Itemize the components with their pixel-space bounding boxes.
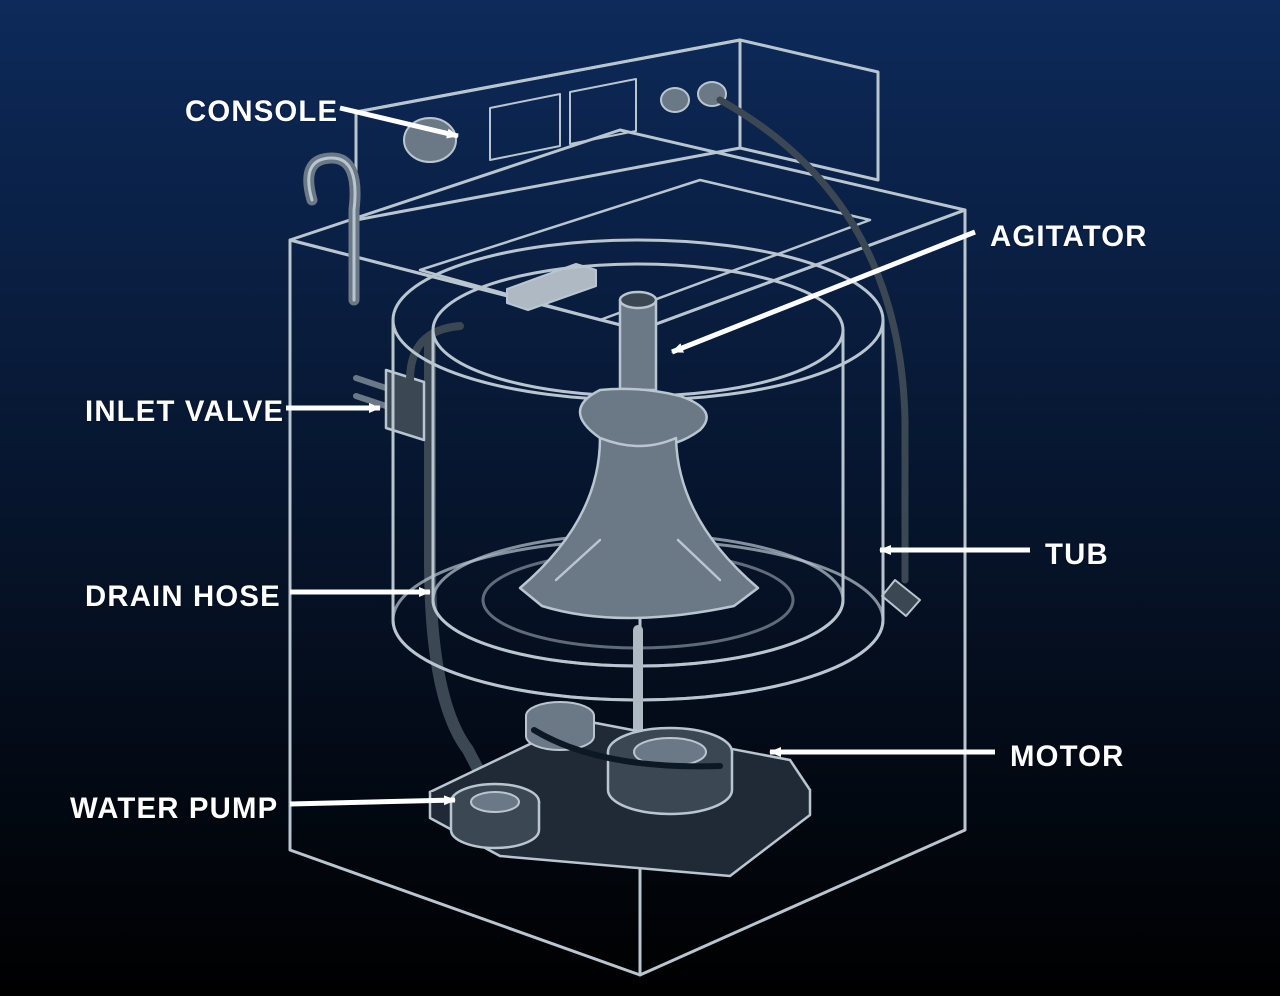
- label-motor: MOTOR: [1010, 740, 1125, 774]
- motor: [608, 728, 732, 814]
- label-agitator: AGITATOR: [990, 220, 1148, 254]
- label-tub: TUB: [1045, 538, 1109, 572]
- label-inlet_valve: INLET VALVE: [85, 395, 284, 429]
- diagram-canvas: CONSOLE AGITATOR INLET VALVE TUB DRAIN HOSE M…: [0, 0, 1280, 996]
- label-console: CONSOLE: [185, 95, 338, 129]
- console-dial-small-1: [661, 88, 689, 112]
- water-pump: [451, 784, 539, 848]
- diagram-svg: [0, 0, 1280, 996]
- label-water_pump: WATER PUMP: [70, 792, 278, 826]
- label-drain_hose: DRAIN HOSE: [85, 580, 281, 614]
